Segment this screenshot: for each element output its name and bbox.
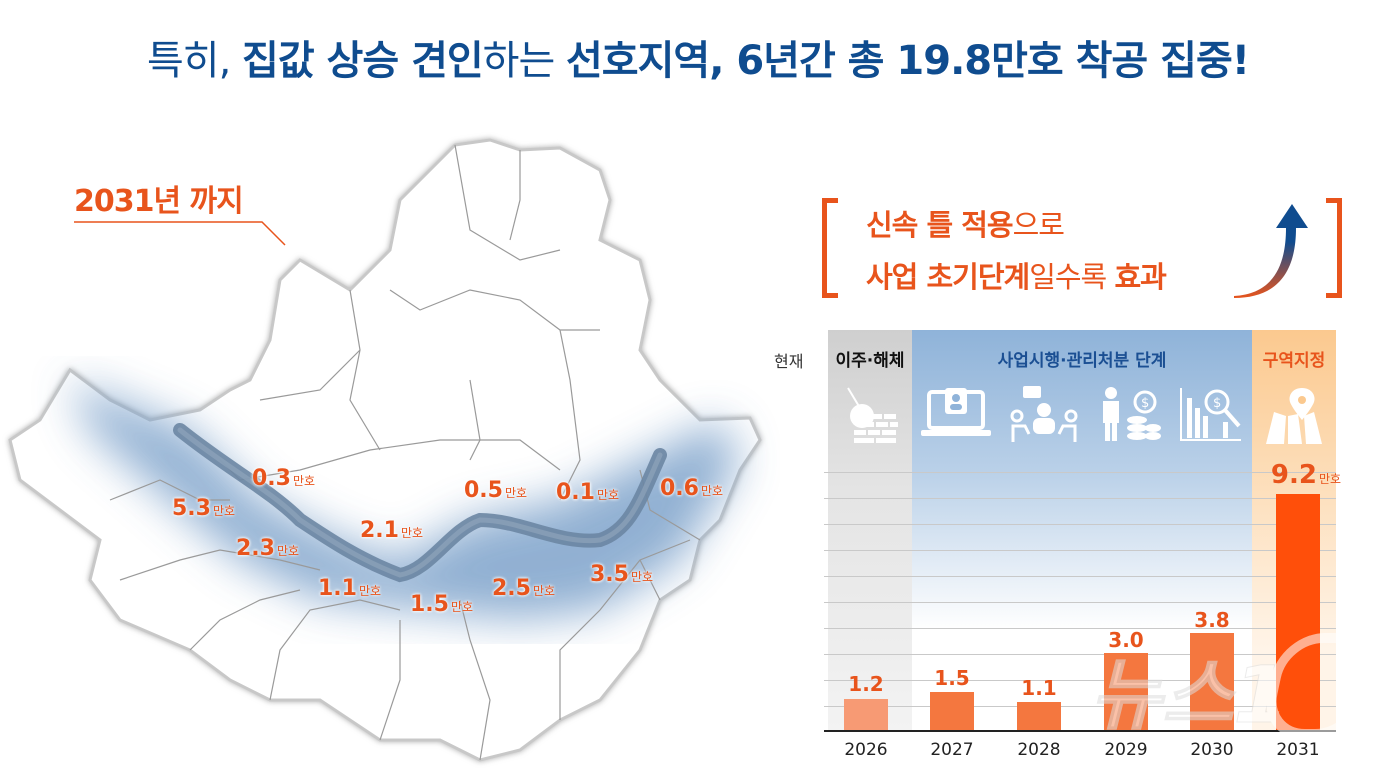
x-tick: 2030 (1190, 740, 1234, 760)
map-district-value: 3.5 만호 (590, 562, 654, 587)
x-tick: 2029 (1104, 740, 1148, 760)
x-tick: 2031 (1276, 740, 1320, 760)
seoul-map-shape (8, 138, 762, 762)
bar-2031 (1276, 494, 1320, 730)
gridline (824, 706, 1336, 707)
headline-part: 하는 (482, 38, 566, 84)
gridline (824, 602, 1336, 603)
rising-arrow-icon (1234, 204, 1308, 298)
bar-value-label: 3.8 (1194, 608, 1230, 632)
phase-band-demolition: 이주·해체 (828, 330, 912, 730)
svg-text:$: $ (1141, 396, 1149, 411)
x-axis (824, 730, 1336, 732)
map-district-value: 0.1 만호 (556, 480, 620, 505)
map-district-value: 1.1 만호 (318, 576, 382, 601)
bar-2026 (844, 699, 888, 730)
gridline (824, 550, 1336, 551)
bracket-right (1326, 198, 1342, 298)
gridline (824, 628, 1336, 629)
map-district-value: 5.3 만호 (172, 496, 236, 521)
laptop-user-icon (921, 388, 991, 436)
headline-part: 특히, (146, 38, 243, 84)
map-callout: 2031년 까지 (74, 184, 244, 219)
map-district-value: 2.3 만호 (236, 536, 300, 561)
map-district-value: 2.1 만호 (360, 518, 424, 543)
seoul-map (0, 130, 780, 770)
now-label: 현재 (774, 352, 804, 371)
bar-value-label: 9.2 만호 (1270, 460, 1342, 490)
slogan-line-1: 신속 틀 적용으로 (866, 208, 1065, 242)
investor-coins-icon: $ (1103, 387, 1161, 441)
gridline (824, 654, 1336, 655)
slogan-box: 신속 틀 적용으로 사업 초기단계일수록 효과 (822, 198, 1342, 298)
bar-value-label: 3.0 (1108, 628, 1144, 652)
meeting-icon (1010, 386, 1078, 442)
bar-chart: 현재 이주·해체 사업시행·관리처분 단계 (760, 330, 1390, 770)
phase-title: 이주·해체 (835, 351, 905, 371)
phase-title: 사업시행·관리처분 단계 (997, 351, 1167, 371)
chart-magnifier-icon: $ (1180, 388, 1241, 441)
bar-value-label: 1.1 (1021, 676, 1057, 700)
gridline (824, 680, 1336, 681)
bar-2028 (1017, 702, 1061, 730)
wrecking-ball-icon (847, 387, 898, 443)
bar-value-label: 1.2 (848, 672, 884, 696)
map-district-value: 1.5 만호 (410, 592, 474, 617)
gridline (824, 524, 1336, 525)
x-tick: 2026 (844, 740, 888, 760)
bar-2029 (1104, 653, 1148, 730)
map-district-value: 0.6 만호 (660, 476, 724, 501)
headline: 특히, 집값 상승 견인하는 선호지역, 6년간 총 19.8만호 착공 집중! (0, 28, 1396, 86)
bracket-left (822, 198, 838, 298)
x-tick: 2028 (1017, 740, 1061, 760)
map-district-value: 2.5 만호 (492, 576, 556, 601)
bar-2030 (1190, 633, 1234, 730)
bar-value-label: 1.5 (934, 666, 970, 690)
map-district-value: 0.3 만호 (252, 466, 316, 491)
phase-title: 구역지정 (1262, 351, 1326, 371)
headline-part: 선호지역, 6년간 총 19.8만호 착공 집중! (566, 38, 1250, 84)
slogan-line-2: 사업 초기단계일수록 효과 (866, 260, 1167, 294)
gridline (824, 498, 1336, 499)
gridline (824, 472, 1336, 473)
gridline (824, 576, 1336, 577)
x-tick: 2027 (930, 740, 974, 760)
headline-part: 집값 상승 견인 (242, 38, 484, 84)
svg-text:$: $ (1213, 396, 1221, 411)
bar-2027 (930, 692, 974, 730)
map-pin-icon (1266, 388, 1322, 444)
map-district-value: 0.5 만호 (464, 478, 528, 503)
